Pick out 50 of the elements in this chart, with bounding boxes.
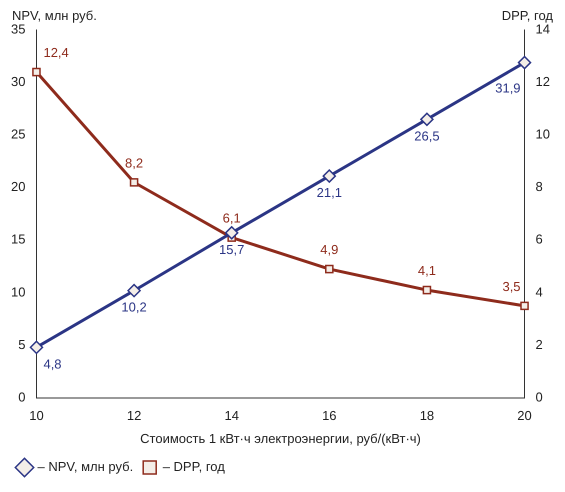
y2-tick-label: 8 — [536, 179, 543, 194]
y-tick-label: 15 — [10, 232, 26, 247]
y-axis-title: NPV, млн руб. — [12, 8, 97, 23]
data-label: 4,8 — [43, 356, 62, 372]
data-label: 21,1 — [316, 185, 342, 200]
y-tick-label: 35 — [10, 22, 26, 37]
y2-tick-label: 12 — [536, 74, 550, 90]
y-tick-label: 0 — [18, 389, 26, 404]
x-tick-label: 18 — [420, 408, 434, 424]
data-label: 31,9 — [495, 80, 521, 96]
point — [420, 112, 434, 126]
x-tick-label: 10 — [29, 408, 44, 424]
x-axis-title: Стоимость 1 кВт·ч электроэнергии, руб/(кВт·ч) — [140, 430, 421, 446]
y2-tick-label: 2 — [536, 336, 543, 352]
y-tick-label: 10 — [10, 284, 26, 300]
x-tick-label: 12 — [126, 408, 142, 424]
point — [224, 226, 238, 240]
legend-label: – NPV, млн руб. — [38, 459, 134, 474]
point — [518, 56, 532, 70]
point — [32, 68, 41, 76]
point — [325, 264, 334, 274]
y-tick-label: 20 — [10, 179, 26, 194]
y-tick-label: 25 — [10, 126, 26, 142]
data-label: 6,1 — [222, 210, 241, 226]
x-tick-label: 16 — [322, 408, 337, 424]
x-tick-label: 14 — [224, 408, 239, 424]
point — [520, 302, 529, 310]
point — [422, 286, 432, 294]
point — [322, 169, 336, 183]
y2-tick-label: 14 — [536, 22, 550, 37]
data-label: 15,7 — [219, 242, 244, 257]
data-label: 3,5 — [502, 278, 521, 294]
y-tick-label: 30 — [10, 74, 26, 90]
x-tick-label: 20 — [517, 408, 532, 424]
y2-tick-label: 0 — [536, 389, 543, 404]
data-label: 12,4 — [43, 45, 69, 60]
legend-label: – DPP, год — [162, 459, 226, 474]
data-label: 4,1 — [418, 263, 436, 278]
point — [130, 178, 138, 187]
y-tick-label: 5 — [18, 336, 26, 352]
y2-tick-label: 4 — [536, 284, 543, 300]
y2-axis-title: DPP, год — [502, 8, 553, 23]
data-label: 26,5 — [414, 128, 440, 144]
data-label: 8,2 — [125, 155, 144, 170]
data-label: 10,2 — [121, 300, 147, 315]
y2-tick-label: 10 — [536, 126, 550, 142]
point — [127, 284, 141, 298]
data-label: 4,9 — [320, 242, 338, 258]
point — [30, 340, 44, 354]
y2-tick-label: 6 — [536, 232, 543, 247]
